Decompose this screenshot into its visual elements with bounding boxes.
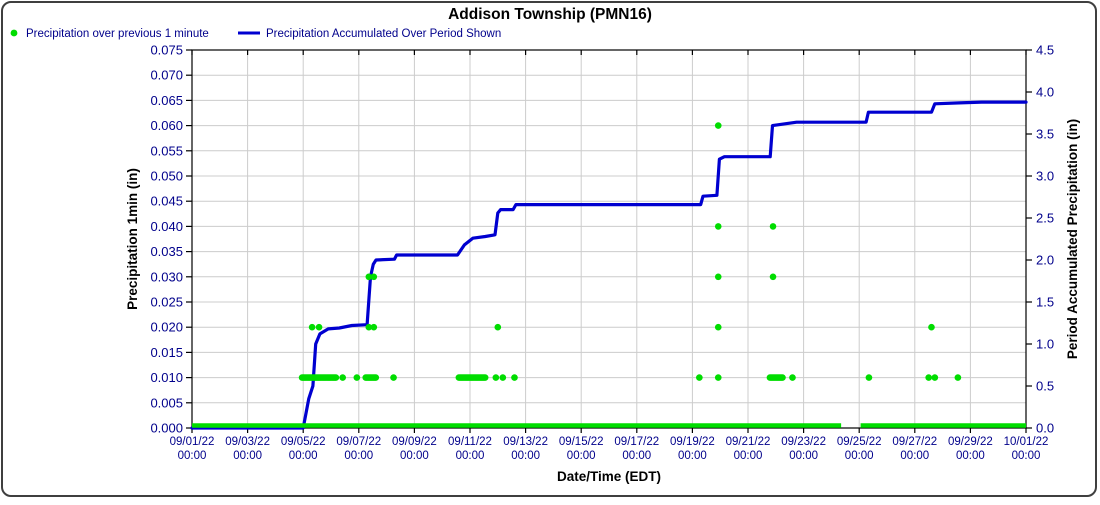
x-tick-label: 09/27/22 00:00 bbox=[892, 436, 937, 462]
left-tick-label: 0.075 bbox=[150, 43, 183, 58]
x-tick-label: 09/17/22 00:00 bbox=[614, 436, 659, 462]
left-tick-label: 0.000 bbox=[150, 421, 183, 436]
x-tick-label: 09/03/22 00:00 bbox=[225, 436, 270, 462]
right-tick-label: 3.5 bbox=[1036, 127, 1054, 142]
left-tick-label: 0.025 bbox=[150, 295, 183, 310]
precip-dot bbox=[789, 374, 796, 381]
left-tick-label: 0.060 bbox=[150, 118, 183, 133]
right-tick-label: 2.5 bbox=[1036, 211, 1054, 226]
precip-dot bbox=[365, 273, 373, 281]
precip-dot bbox=[714, 323, 722, 331]
axis-ticks bbox=[186, 49, 1032, 433]
precip-dot bbox=[492, 374, 500, 381]
plot-area: 0.000 0.005 0.010 0.015 0.020 0.025 0.030 0.035… bbox=[150, 43, 1054, 463]
x-tick-label: 09/19/22 00:00 bbox=[670, 436, 715, 462]
precip-dot bbox=[499, 374, 507, 381]
legend-label-line: Precipitation Accumulated Over Period Sh… bbox=[266, 28, 501, 40]
precip-dot bbox=[769, 273, 777, 281]
precip-dot bbox=[865, 374, 873, 381]
tick-labels: 0.000 0.005 0.010 0.015 0.020 0.025 0.030 0.035… bbox=[150, 43, 1054, 463]
left-tick-label: 0.035 bbox=[150, 244, 183, 259]
accumulated-precip-line bbox=[190, 100, 1028, 430]
precip-dot bbox=[481, 374, 489, 381]
legend-dot-icon bbox=[10, 29, 18, 37]
precip-dot bbox=[332, 374, 340, 381]
precip-dot bbox=[714, 122, 722, 129]
legend: Precipitation over previous 1 minute Pre… bbox=[10, 28, 501, 40]
x-tick-label: 09/07/22 00:00 bbox=[336, 436, 381, 462]
precip-dot bbox=[925, 374, 932, 381]
precip-dot bbox=[779, 374, 786, 381]
left-tick-label: 0.045 bbox=[150, 194, 183, 209]
legend-label-dots: Precipitation over previous 1 minute bbox=[26, 28, 209, 40]
left-tick-label: 0.010 bbox=[150, 370, 183, 385]
x-tick-label: 09/11/22 00:00 bbox=[448, 436, 492, 462]
precip-dot bbox=[696, 374, 703, 381]
x-tick-label: 09/21/22 00:00 bbox=[726, 436, 771, 462]
left-axis-title: Precipitation 1min (in) bbox=[125, 168, 140, 310]
x-tick-label: 09/01/22 00:00 bbox=[170, 436, 215, 462]
precip-dot bbox=[353, 374, 361, 381]
precip-dot bbox=[714, 273, 722, 281]
precip-dot bbox=[954, 374, 962, 381]
precip-dot bbox=[315, 323, 323, 331]
chart-frame-border bbox=[1, 1, 1097, 497]
right-tick-label: 0.5 bbox=[1036, 379, 1054, 394]
left-tick-label: 0.020 bbox=[150, 320, 183, 335]
x-tick-label: 09/15/22 00:00 bbox=[559, 436, 604, 462]
precip-dot bbox=[390, 374, 397, 381]
precip-dot bbox=[370, 323, 378, 331]
left-tick-label: 0.005 bbox=[150, 395, 183, 410]
precip-dot bbox=[511, 374, 518, 381]
precip-dot bbox=[931, 374, 939, 381]
left-tick-label: 0.050 bbox=[150, 169, 183, 184]
precip-dot bbox=[714, 223, 722, 230]
right-tick-label: 1.0 bbox=[1036, 337, 1054, 352]
x-tick-label: 09/09/22 00:00 bbox=[392, 436, 437, 462]
left-tick-label: 0.055 bbox=[150, 143, 183, 158]
right-axis-title: Period Accumulated Precipitation (in) bbox=[1065, 119, 1080, 359]
precip-dot bbox=[928, 323, 935, 331]
x-tick-label: 09/13/22 00:00 bbox=[503, 436, 548, 462]
gridlines bbox=[192, 50, 1026, 428]
left-tick-label: 0.065 bbox=[150, 93, 183, 108]
right-tick-label: 2.0 bbox=[1036, 253, 1054, 268]
left-tick-label: 0.030 bbox=[150, 269, 183, 284]
right-tick-label: 3.0 bbox=[1036, 169, 1054, 184]
x-axis-title: Date/Time (EDT) bbox=[557, 469, 661, 484]
precip-dot bbox=[372, 374, 380, 381]
right-tick-label: 4.0 bbox=[1036, 85, 1054, 100]
precip-dot bbox=[308, 323, 316, 331]
precip-dot bbox=[494, 323, 502, 331]
left-tick-label: 0.015 bbox=[150, 345, 183, 360]
precip-dot bbox=[714, 374, 722, 381]
precip-dot bbox=[370, 273, 378, 281]
x-tick-label: 09/23/22 00:00 bbox=[781, 436, 826, 462]
right-tick-label: 1.5 bbox=[1036, 295, 1054, 310]
precip-dot bbox=[339, 374, 346, 381]
x-tick-label: 09/29/22 00:00 bbox=[948, 436, 993, 462]
precip-dot bbox=[365, 323, 373, 331]
x-tick-label: 09/05/22 00:00 bbox=[281, 436, 326, 462]
precip-dots bbox=[298, 122, 962, 381]
x-tick-label: 09/25/22 00:00 bbox=[837, 436, 882, 462]
precip-dot bbox=[769, 223, 777, 230]
plot-border bbox=[191, 49, 1027, 429]
right-tick-label: 4.5 bbox=[1036, 43, 1054, 58]
left-tick-label: 0.040 bbox=[150, 219, 183, 234]
right-tick-label: 0.0 bbox=[1036, 421, 1054, 436]
x-tick-label: 10/01/22 00:00 bbox=[1004, 436, 1049, 462]
chart-title: Addison Township (PMN16) bbox=[448, 6, 652, 23]
left-tick-label: 0.070 bbox=[150, 68, 183, 83]
